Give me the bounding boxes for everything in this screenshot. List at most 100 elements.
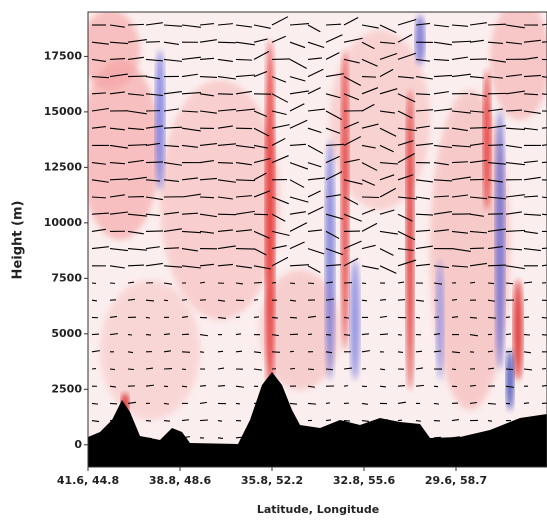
wind-vector [506, 283, 513, 284]
wind-vector [200, 386, 206, 387]
wind-vector [236, 437, 242, 438]
wind-vector [182, 386, 187, 387]
streak [406, 90, 414, 390]
wind-vector [344, 386, 348, 387]
wind-vector [398, 300, 405, 301]
wind-vector [200, 197, 214, 198]
wind-vector [200, 420, 208, 421]
wind-vector [290, 283, 295, 284]
y-tick-label: 7500 [51, 271, 82, 284]
wind-vector [308, 369, 314, 370]
wind-vector [326, 420, 331, 421]
wind-vector [488, 145, 503, 146]
wind-vector [290, 368, 295, 369]
wind-vector [362, 300, 367, 301]
x-tick-label: 29.6, 58.7 [425, 474, 487, 487]
wind-vector [362, 283, 366, 284]
wind-vector [254, 282, 262, 283]
wind-vector [164, 248, 179, 249]
wind-vector [290, 317, 297, 318]
plot-area [80, 0, 547, 467]
streak [483, 70, 491, 210]
wind-vector [236, 334, 241, 335]
wind-vector [272, 352, 280, 353]
streak [155, 50, 165, 190]
y-tick-label: 17500 [44, 49, 83, 62]
y-tick-label: 0 [74, 438, 82, 451]
wind-vector [128, 352, 133, 353]
wind-vector [380, 386, 386, 387]
wind-vector [416, 421, 421, 422]
wind-vector [218, 214, 236, 215]
wind-vector [434, 403, 439, 404]
shading [160, 80, 280, 320]
wind-vector [146, 317, 150, 318]
wind-vector [416, 94, 430, 95]
wind-vector [326, 369, 333, 370]
x-tick-label: 41.6, 44.8 [57, 474, 119, 487]
wind-vector [488, 317, 496, 318]
shading [80, 10, 140, 90]
streak [513, 280, 523, 380]
x-tick-label: 32.8, 55.6 [333, 474, 396, 487]
wind-vector [218, 438, 223, 439]
wind-vector [524, 300, 528, 301]
wind-vector [398, 335, 402, 336]
wind-vector [182, 300, 187, 301]
wind-vector [218, 386, 225, 387]
wind-vector [290, 351, 294, 352]
wind-vector [452, 369, 456, 370]
wind-vector [182, 352, 190, 353]
x-tick-label: 35.8, 52.2 [241, 474, 303, 487]
wind-vector [146, 42, 160, 43]
wind-vector [380, 334, 388, 335]
wind-vector [380, 300, 386, 301]
wind-vector [128, 265, 144, 266]
wind-vector [272, 317, 278, 318]
wind-vector [182, 369, 186, 370]
wind-vector [164, 334, 170, 335]
wind-vector [488, 283, 494, 284]
y-tick-label: 12500 [44, 160, 83, 173]
streak [506, 350, 514, 410]
wind-vector [200, 282, 205, 283]
wind-vector [146, 300, 154, 301]
wind-vector [236, 351, 242, 352]
y-tick-label: 5000 [51, 327, 82, 340]
wind-vector [92, 300, 97, 301]
wind-vector [488, 403, 496, 404]
wind-vector [452, 317, 458, 318]
wind-vector [308, 403, 316, 404]
wind-vector [506, 369, 513, 370]
x-axis-label: Latitude, Longitude [257, 503, 379, 516]
y-tick-label: 10000 [44, 216, 83, 229]
wind-vector [506, 317, 510, 318]
wind-vector [92, 403, 98, 404]
wind-vector [542, 385, 547, 386]
wind-vector [470, 248, 484, 249]
wind-vector [470, 317, 477, 318]
wind-vector [326, 403, 330, 404]
wind-vector [344, 317, 349, 318]
wind-vector [488, 421, 492, 422]
streak [495, 110, 505, 370]
wind-vector [506, 334, 511, 335]
wind-vector [128, 145, 147, 146]
wind-vector [524, 403, 529, 404]
y-axis-label: Height (m) [11, 201, 26, 280]
wind-vector [164, 403, 169, 404]
x-tick-label: 38.8, 48.6 [149, 474, 212, 487]
streak [436, 260, 444, 380]
wind-vector [470, 282, 475, 283]
wind-vector [254, 317, 259, 318]
wind-vector [470, 128, 487, 129]
wind-vector [344, 335, 350, 336]
wind-vector [470, 59, 487, 60]
wind-vector [236, 59, 252, 60]
wind-vector [290, 403, 297, 404]
wind-vector [218, 163, 233, 164]
wind-vector [416, 317, 420, 318]
y-tick-label: 2500 [51, 382, 82, 395]
wind-vector [398, 386, 405, 387]
